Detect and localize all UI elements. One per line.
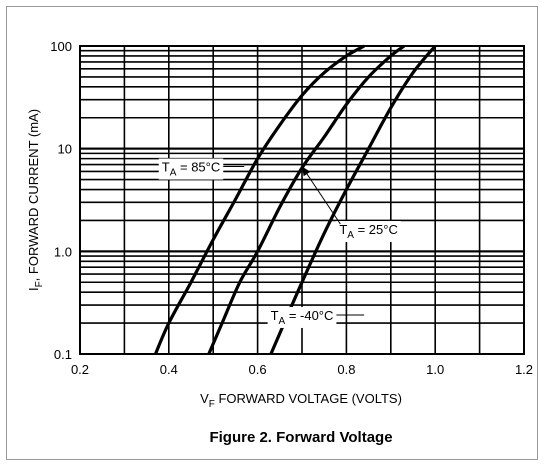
x-axis-title: VF FORWARD VOLTAGE (VOLTS) xyxy=(200,391,402,410)
callout-background xyxy=(267,306,337,328)
series-callout-label: TA = 25°C xyxy=(339,222,398,241)
callout-leader-line xyxy=(301,166,341,225)
x-axis-tick-labels: 0.2 0.4 0.6 0.8 1.0 1.2 xyxy=(71,362,533,377)
callout-subscript: A xyxy=(170,168,177,179)
series-callout: TA = -40°C xyxy=(267,306,365,328)
callout-text: = 85°C xyxy=(176,160,220,175)
x-tick-label: 1.0 xyxy=(426,362,444,377)
callout-text: = -40°C xyxy=(285,308,333,323)
y-tick-label: 10 xyxy=(58,142,72,157)
callout-arrowhead xyxy=(302,166,311,177)
y-axis-tick-labels: 0.1 1.0 10 100 xyxy=(50,39,72,362)
callout-prefix: T xyxy=(339,222,347,237)
series-callout-label: TA = 85°C xyxy=(162,160,221,179)
figure-caption: Figure 2. Forward Voltage xyxy=(209,429,392,446)
x-tick-label: 0.8 xyxy=(337,362,355,377)
x-axis-title-text: FORWARD VOLTAGE (VOLTS) xyxy=(215,391,402,406)
y-axis-title: IF, FORWARD CURRENT (mA) xyxy=(26,109,45,291)
x-tick-label: 0.6 xyxy=(249,362,267,377)
y-tick-label: 100 xyxy=(50,39,72,54)
callout-subscript: A xyxy=(279,316,286,327)
callout-prefix: T xyxy=(162,160,170,175)
y-axis-title-subscript: F xyxy=(34,281,45,287)
series-callouts: TA = 85°CTA = 25°CTA = -40°C xyxy=(158,158,401,328)
callout-background xyxy=(336,221,401,243)
callout-prefix: T xyxy=(271,308,279,323)
x-tick-label: 0.4 xyxy=(160,362,178,377)
x-axis-title-subscript: F xyxy=(209,399,215,410)
y-tick-label: 0.1 xyxy=(54,347,72,362)
y-tick-label: 1.0 xyxy=(54,244,72,259)
plot-area xyxy=(79,45,525,355)
callout-subscript: A xyxy=(347,230,354,241)
x-tick-label: 0.2 xyxy=(71,362,89,377)
series-line xyxy=(154,44,365,355)
y-axis-title-text: , FORWARD CURRENT (mA) xyxy=(26,109,41,281)
series-callout: TA = 85°C xyxy=(158,158,245,180)
series-callout-label: TA = -40°C xyxy=(271,308,334,327)
series-line xyxy=(207,44,406,355)
figure-frame xyxy=(6,6,538,460)
callout-text: = 25°C xyxy=(354,222,398,237)
y-axis-title-prefix: I xyxy=(26,287,41,291)
series-callout: TA = 25°C xyxy=(301,166,401,243)
x-axis-title-prefix: V xyxy=(200,391,209,406)
callout-background xyxy=(158,158,224,180)
x-tick-label: 1.2 xyxy=(515,362,533,377)
